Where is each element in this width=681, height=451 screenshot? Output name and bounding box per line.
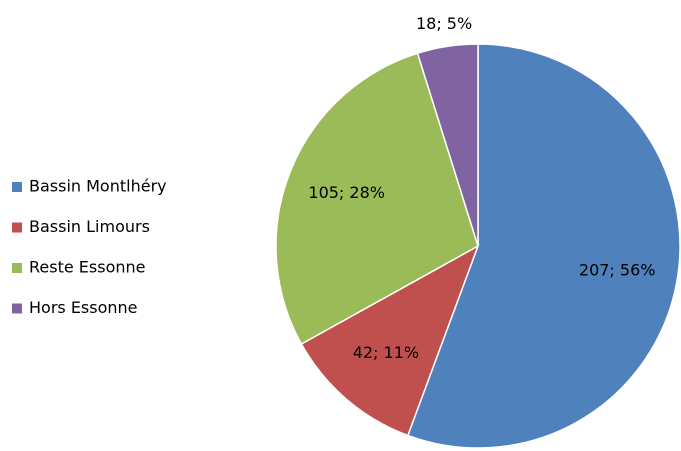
legend-swatch bbox=[12, 303, 22, 314]
data-label: 18; 5% bbox=[416, 14, 472, 33]
legend-swatch bbox=[12, 182, 22, 192]
legend-swatch bbox=[12, 222, 22, 233]
data-label: 105; 28% bbox=[308, 183, 385, 202]
legend-label: Hors Essonne bbox=[29, 298, 138, 317]
legend-label: Bassin Montlhéry bbox=[29, 177, 167, 196]
pie-slice bbox=[406, 43, 681, 449]
legend-swatch bbox=[12, 263, 22, 273]
legend-label: Bassin Limours bbox=[29, 217, 150, 236]
pie-slice bbox=[275, 52, 479, 346]
data-label: 42; 11% bbox=[353, 343, 419, 362]
legend-label: Reste Essonne bbox=[29, 258, 145, 277]
pie-slice bbox=[300, 244, 480, 437]
pie-slice bbox=[416, 43, 479, 247]
data-label: 207; 56% bbox=[579, 260, 656, 279]
